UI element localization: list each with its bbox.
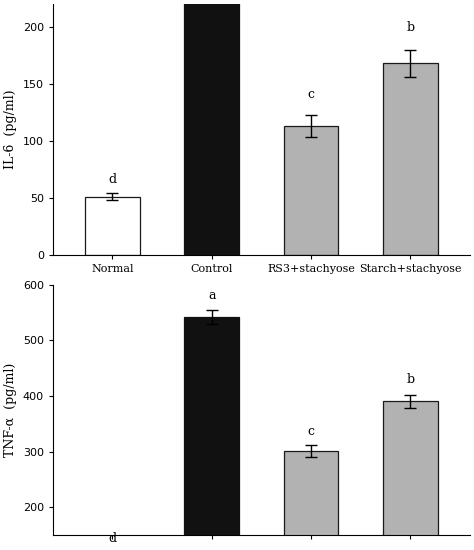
Bar [383,402,438,550]
Bar [284,451,338,550]
Text: c: c [308,425,314,438]
Text: b: b [406,21,414,34]
Bar [85,196,140,255]
Y-axis label: TNF-α  (pg/ml): TNF-α (pg/ml) [4,362,17,457]
Bar [184,317,239,550]
Text: b: b [406,373,414,387]
Text: d: d [109,173,117,186]
Bar [184,0,239,255]
Text: d: d [109,532,117,545]
Bar [383,63,438,255]
Text: c: c [308,88,314,101]
Y-axis label: IL-6  (pg/ml): IL-6 (pg/ml) [4,90,17,169]
Bar [284,126,338,255]
Text: a: a [208,289,216,302]
